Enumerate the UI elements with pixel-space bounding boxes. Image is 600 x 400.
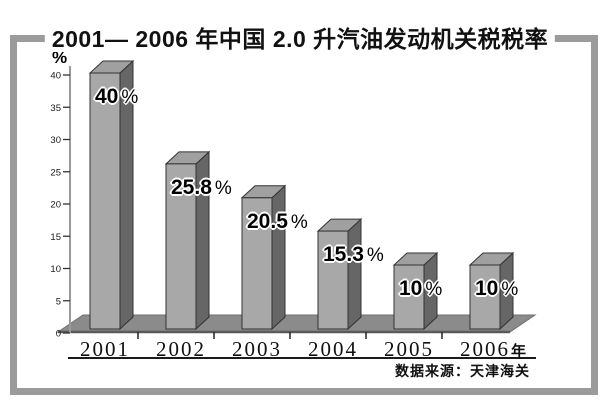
bar-side-face-2001 [119,59,134,331]
y-tick-label: 5 [56,296,61,307]
y-axis-unit-label: % [52,48,68,67]
y-tick-label: 20 [50,200,61,211]
data-source-label: 数据来源：天津海关 [395,363,530,379]
chart-title: 2001— 2006 年中国 2.0 升汽油发动机关税税率 [44,27,556,52]
x-axis-unit-label: 年 [511,343,527,360]
bar-front-face-2003 [241,197,273,330]
bar-front-face-2002 [165,163,197,330]
y-tick-label: 10 [50,264,61,275]
y-tick-label: 0 [56,329,61,340]
bar-side-face-2003 [271,184,286,331]
y-tick-label: 35 [50,103,61,114]
x-axis-baseline [68,357,536,359]
bar-front-face-2005 [393,264,425,330]
bar-side-face-2005 [423,251,438,331]
bar-side-face-2002 [195,150,210,331]
bar-side-face-2006 [499,251,514,331]
bar-front-face-2004 [317,230,349,330]
y-tick-label: 40 [50,71,61,82]
bar-front-face-2001 [89,72,121,330]
y-tick-label: 15 [50,232,61,243]
y-tick-label: 25 [50,167,61,178]
bar-side-face-2004 [347,217,362,331]
y-tick-label: 30 [50,135,61,146]
bar-front-face-2006 [469,264,501,330]
